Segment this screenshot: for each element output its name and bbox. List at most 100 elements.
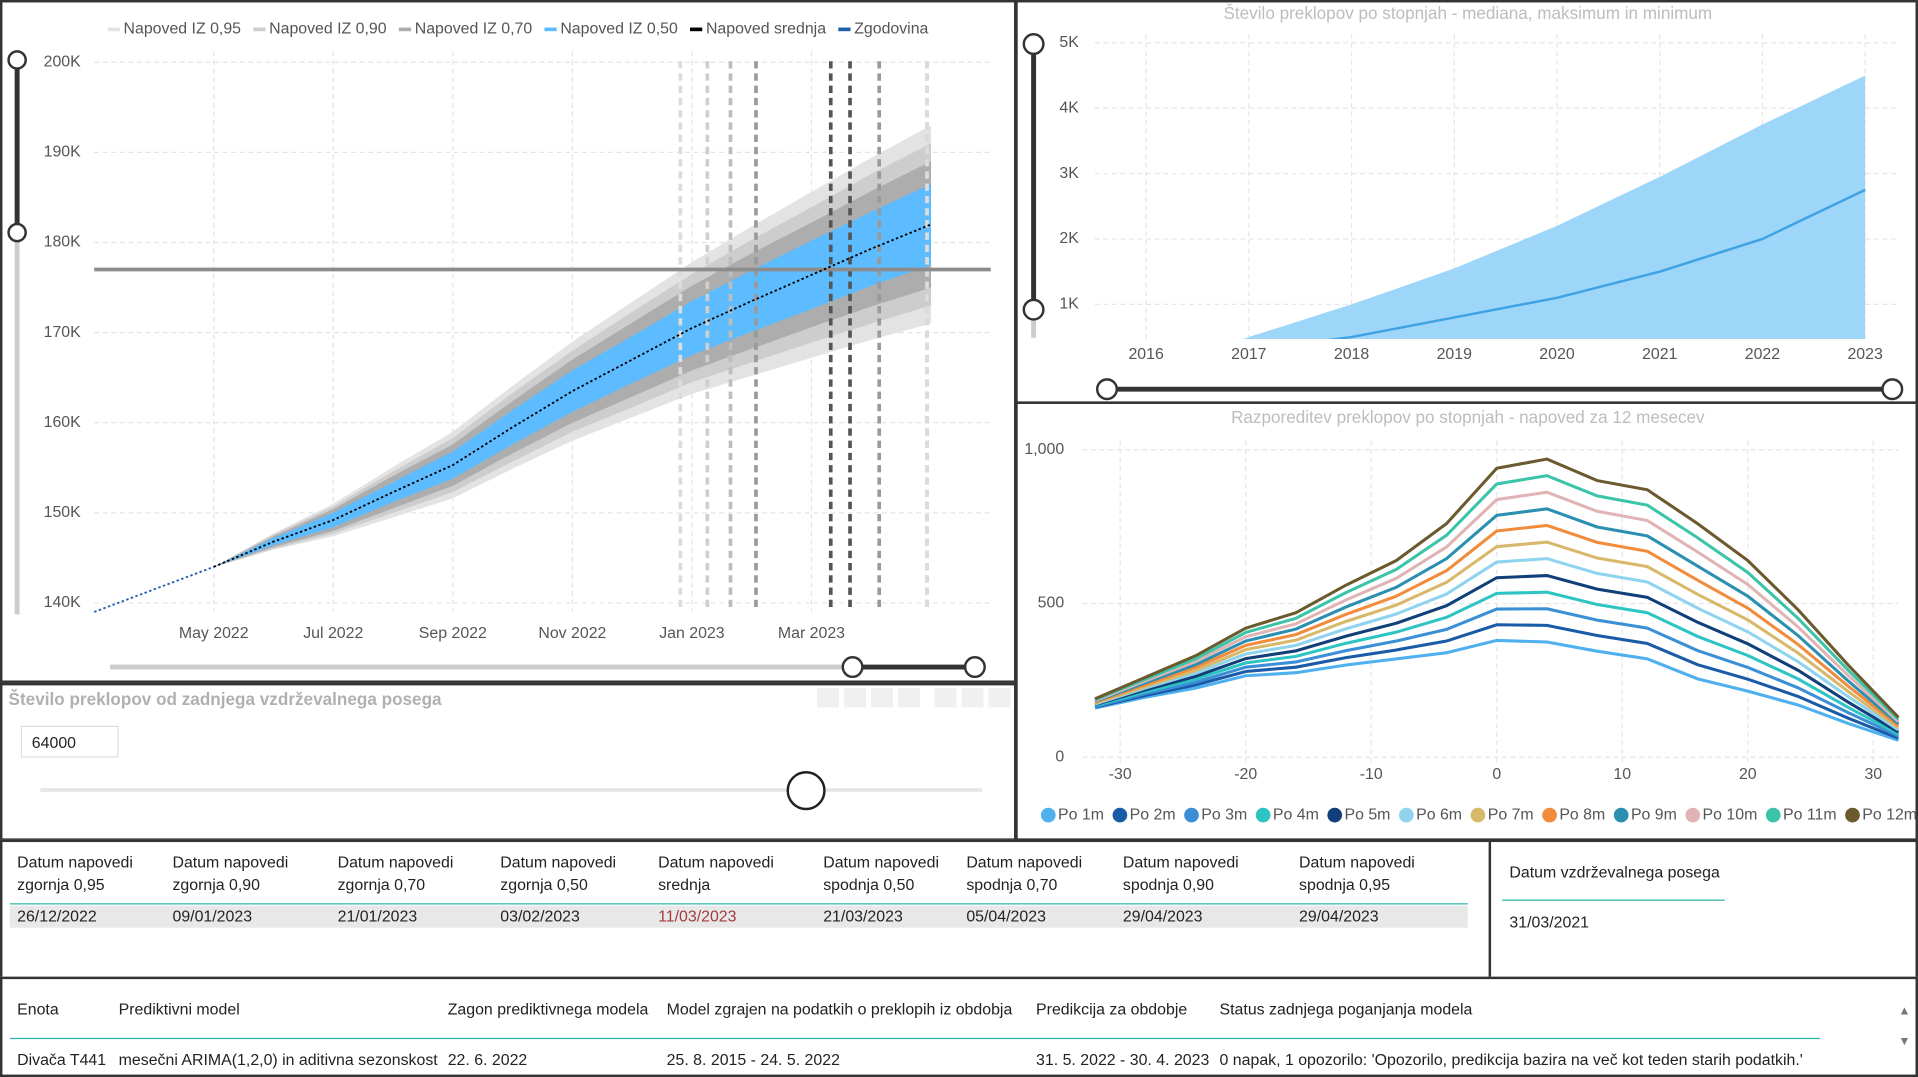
slider-handle[interactable] bbox=[1095, 378, 1119, 401]
table-cell: 26/12/2022 bbox=[17, 906, 97, 926]
toolbar-button[interactable] bbox=[988, 687, 1011, 708]
slicer-panel: Število preklopov od zadnjega vzdrževaln… bbox=[0, 682, 1017, 841]
legend-marker bbox=[1327, 807, 1343, 823]
legend-label: Napoved IZ 0,90 bbox=[269, 21, 387, 38]
header-underline bbox=[9, 1037, 1821, 1040]
forecast-band bbox=[213, 125, 932, 567]
toolbar-button[interactable] bbox=[961, 687, 984, 708]
x-tick-label: 30 bbox=[1864, 766, 1882, 783]
table-cell: 05/04/2023 bbox=[966, 906, 1046, 926]
column-header: Datum napovedi zgornja 0,50 bbox=[500, 853, 617, 894]
column-header: Datum napovedi spodnja 0,95 bbox=[1299, 853, 1415, 894]
toolbar-button[interactable] bbox=[897, 687, 920, 708]
slider-handle[interactable] bbox=[1881, 378, 1904, 401]
slicer-input[interactable]: 64000 bbox=[20, 725, 119, 758]
chart-title: Razporeditev preklopov po stopnjah - nap… bbox=[1231, 408, 1705, 427]
series-line bbox=[1094, 638, 1899, 742]
x-tick-label: 10 bbox=[1613, 766, 1631, 783]
forecast-band bbox=[213, 143, 932, 567]
column-header: Datum napovedi srednja bbox=[658, 853, 774, 894]
y-tick-label: 1,000 bbox=[1024, 441, 1064, 458]
x-tick-label: 2018 bbox=[1334, 346, 1370, 363]
legend-marker bbox=[1765, 807, 1781, 823]
charts: 140K 150K 160K 170K 180K 190K 200K May 2022 Jul … bbox=[0, 0, 1918, 841]
slider-handle[interactable] bbox=[1022, 298, 1045, 321]
y-tick-label: 0 bbox=[1055, 748, 1064, 765]
visual-toolbar bbox=[817, 687, 1015, 708]
slider-handle[interactable] bbox=[7, 50, 27, 70]
slider-handle[interactable] bbox=[1022, 33, 1045, 56]
x-tick-label: 0 bbox=[1492, 766, 1501, 783]
legend-label: Po 1m bbox=[1058, 806, 1104, 823]
table-cell: 09/01/2023 bbox=[172, 906, 253, 926]
table-cell: 03/02/2023 bbox=[500, 906, 580, 926]
header-underline bbox=[1502, 899, 1725, 901]
legend-marker bbox=[1845, 807, 1860, 823]
legend-label: Po 8m bbox=[1559, 806, 1605, 823]
x-tick-label: Nov 2022 bbox=[538, 625, 606, 642]
column-header: Datum vzdrževalnega posega bbox=[1509, 862, 1720, 882]
series-line bbox=[1094, 574, 1900, 734]
legend-marker bbox=[1399, 807, 1414, 823]
legend-label: Po 9m bbox=[1631, 806, 1677, 823]
legend-label: Zgodovina bbox=[854, 21, 928, 38]
table-cell: 21/03/2023 bbox=[823, 906, 903, 926]
legend-label: Po 10m bbox=[1703, 806, 1758, 823]
x-tick-label: 2017 bbox=[1231, 346, 1267, 363]
legend-marker bbox=[1685, 807, 1701, 823]
slicer-track bbox=[40, 788, 983, 792]
slider-handle[interactable] bbox=[7, 222, 27, 243]
column-header: Predikcija za obdobje bbox=[1036, 999, 1188, 1019]
slicer-title: Število preklopov od zadnjega vzdrževaln… bbox=[8, 689, 442, 709]
series-line bbox=[1094, 457, 1900, 719]
y-tick-label: 140K bbox=[44, 594, 82, 611]
toolbar-button[interactable] bbox=[870, 687, 893, 708]
maintenance-table: Datum vzdrževalnega posega 31/03/2021 bbox=[1488, 839, 1918, 980]
slider-handle[interactable] bbox=[841, 656, 864, 679]
column-header: Datum napovedi spodnja 0,70 bbox=[966, 853, 1083, 894]
legend-marker bbox=[1112, 807, 1128, 823]
y-tick-label: 200K bbox=[44, 53, 82, 70]
row-background bbox=[9, 905, 1468, 928]
legend-marker bbox=[1470, 807, 1486, 823]
x-tick-label: 20 bbox=[1739, 766, 1757, 783]
column-header: Model zgrajen na podatkih o preklopih iz… bbox=[666, 999, 1013, 1019]
column-header: Enota bbox=[17, 999, 59, 1019]
x-tick-label: -10 bbox=[1360, 766, 1383, 783]
table-cell: Divača T441 bbox=[17, 1050, 107, 1069]
legend-label: Po 3m bbox=[1201, 806, 1247, 823]
legend-marker bbox=[1542, 807, 1557, 823]
x-tick-label: 2020 bbox=[1539, 346, 1575, 363]
legend-label: Napoved IZ 0,50 bbox=[560, 21, 678, 38]
legend-label: Napoved srednja bbox=[706, 21, 826, 38]
x-tick-label: 2021 bbox=[1642, 346, 1678, 363]
scrollbar[interactable]: ▲ ▼ bbox=[1898, 1004, 1911, 1049]
series-line bbox=[1094, 490, 1900, 723]
forecast-band bbox=[213, 183, 932, 567]
forecast-mean-line bbox=[213, 223, 932, 568]
series-line bbox=[1094, 623, 1899, 740]
y-tick-label: 5K bbox=[1059, 34, 1079, 51]
table-cell: mesečni ARIMA(1,2,0) in aditivna sezonsk… bbox=[118, 1050, 438, 1069]
x-tick-label: Jan 2023 bbox=[659, 625, 725, 642]
history-line bbox=[93, 566, 215, 613]
model-table: ▲ ▼ Enota Prediktivni model Zagon prediktiv… bbox=[0, 976, 1918, 1077]
plot-area bbox=[1242, 75, 1866, 340]
x-tick-label: 2023 bbox=[1847, 346, 1883, 363]
column-header: Zagon prediktivnega modela bbox=[447, 999, 649, 1019]
toolbar-button[interactable] bbox=[934, 687, 957, 708]
series-line bbox=[1094, 507, 1900, 725]
y-tick-label: 2K bbox=[1059, 230, 1079, 247]
legend-label: Po 12m bbox=[1862, 806, 1917, 823]
table-cell: 21/01/2023 bbox=[337, 906, 418, 926]
toolbar-button[interactable] bbox=[844, 687, 867, 708]
slider-handle[interactable] bbox=[963, 656, 986, 679]
y-tick-label: 180K bbox=[44, 234, 82, 251]
median-line bbox=[1326, 188, 1866, 340]
toolbar-button[interactable] bbox=[817, 687, 840, 708]
slicer-handle[interactable] bbox=[786, 771, 826, 811]
x-tick-label: Jul 2022 bbox=[303, 625, 363, 642]
legend-label: Po 11m bbox=[1783, 806, 1837, 823]
